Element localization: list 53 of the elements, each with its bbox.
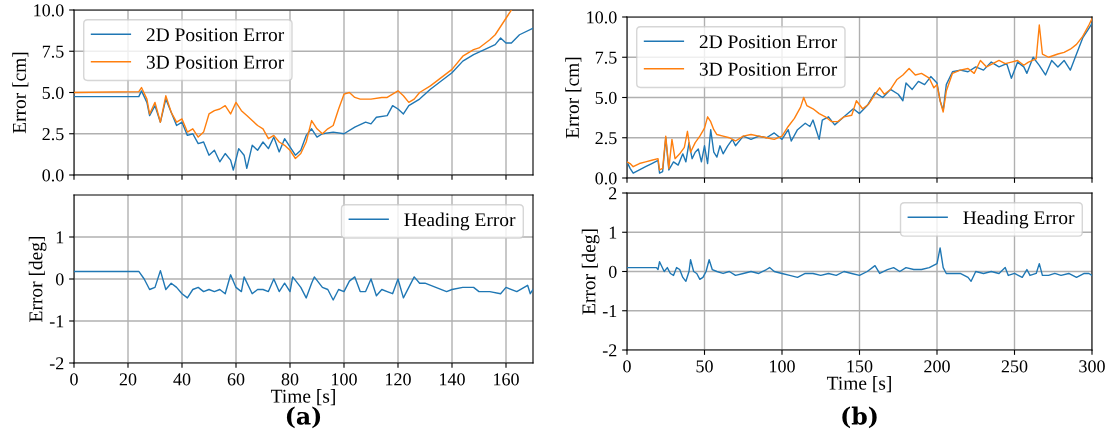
y-tick-label: 2.5 [42,128,64,141]
line-series [74,27,533,171]
y-tick-label: 10.0 [587,11,617,24]
y-tick-label: 5.0 [42,86,64,100]
x-tick-label: 140 [440,373,465,386]
x-axis-title: Time [s] [826,376,891,393]
y-tick-label: -2 [49,357,64,370]
y-tick-label: 0 [55,273,64,286]
legend-label: Heading Error [963,210,1075,229]
x-tick-label: 0 [623,360,631,373]
y-axis-title: Error [cm] [565,57,582,139]
legend-label: 2D Position Error [699,35,838,49]
x-tick-label: 40 [173,373,191,386]
x-tick-label: 250 [1001,360,1028,373]
x-tick-label: 300 [1079,360,1105,373]
legend-label: Heading Error [404,212,516,231]
y-tick-label: 0 [608,265,617,278]
x-axis-title: Time [s] [270,389,335,406]
text: (b) [842,406,877,429]
y-axis-title: Error [cm] [12,52,29,134]
legend-label: 2D Position Error [146,28,285,42]
x-tick-label: 100 [770,360,795,373]
y-tick-label: 7.5 [42,45,64,58]
y-tick-label: 7.5 [595,51,617,64]
x-tick-label: 150 [847,360,873,373]
x-tick-label: 20 [119,373,137,386]
y-tick-label: 5.0 [595,91,617,105]
line-series [74,10,513,160]
line-series [627,247,1092,283]
x-tick-label: 160 [494,373,519,386]
y-tick-label: 0.0 [595,172,617,185]
legend-label: 3D Position Error [699,62,838,76]
x-tick-label: 100 [332,373,357,386]
y-axis-title: Error [deg] [28,236,47,322]
x-tick-label: 0 [70,373,78,386]
y-tick-label: 1 [609,226,617,239]
x-tick-label: 120 [386,373,411,386]
legend-label: 3D Position Error [146,55,285,69]
x-tick-label: 80 [281,373,299,386]
y-tick-label: 0.0 [42,169,64,182]
text: (a) [286,406,321,429]
y-tick-label: 2 [609,187,617,200]
y-tick-label: -2 [602,344,617,357]
y-tick-label: 2.5 [595,132,617,145]
y-tick-label: 10.0 [34,4,64,17]
y-tick-label: 1 [56,231,64,244]
line-series [74,269,533,301]
y-axis-title: Error [deg] [581,229,600,315]
x-tick-label: 200 [924,360,950,373]
x-tick-label: 50 [696,360,713,373]
y-tick-label: -1 [602,305,617,318]
x-tick-label: 60 [227,373,245,386]
y-tick-label: -1 [49,315,64,328]
